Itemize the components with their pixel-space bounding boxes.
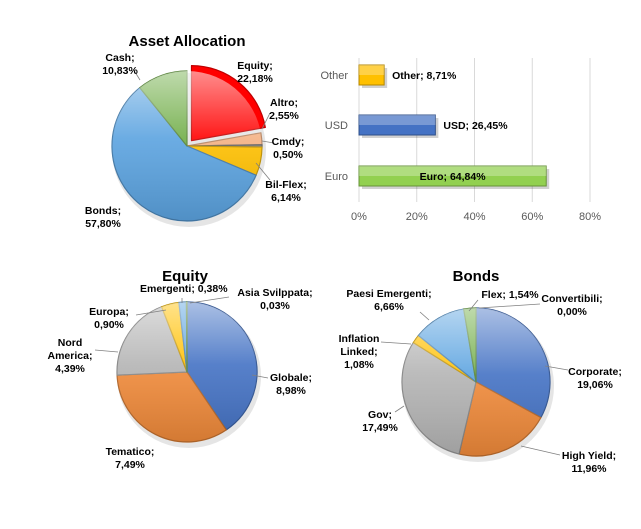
currency-bar-euro: [358, 165, 547, 187]
currency-x-tick-3: 60%: [521, 211, 543, 223]
bonds-slices: [401, 307, 554, 462]
currency-value-label-usd: USD; 26,45%: [443, 120, 508, 132]
currency-x-tick-0: 0%: [351, 211, 367, 223]
currency-bar-usd: [358, 114, 436, 136]
currency-category-other: Other: [320, 70, 348, 82]
equity-labels: Globale; 8,98% Tematico; 7,49% Nord America; 4…: [48, 283, 313, 471]
bonds-leader-inflation-linked: [380, 341, 412, 345]
bonds-leader-convertibili: [478, 303, 541, 309]
asset-allocation-labels: Equity; 22,18% Altro; 2,55% Cmdy; 0,50% Bil-Fl…: [85, 52, 307, 230]
currency-bar-gloss-usd: [359, 115, 436, 125]
currency-x-tick-1: 20%: [406, 211, 428, 223]
asset-allocation-title: Asset Allocation: [129, 33, 246, 50]
asset-allocation-label-bil-flex: Bil-Flex; 6,14%: [265, 179, 306, 204]
bonds-leader-flex: [468, 299, 479, 312]
currency-category-usd: USD: [325, 120, 348, 132]
asset-allocation-label-cmdy: Cmdy; 0,50%: [272, 136, 305, 161]
bonds-label-paesi-emergenti: Paesi Emergenti; 6,66%: [346, 288, 431, 313]
equity-leader-globale: [251, 374, 269, 379]
currency-bars: Other; 8,71% USD; 26,45% Euro; 64,84%: [358, 64, 550, 189]
bonds-leader-high-yield: [520, 445, 561, 456]
currency-value-label-other: Other; 8,71%: [392, 70, 457, 82]
equity-title: Equity: [162, 268, 208, 285]
asset-allocation-leader-bil-flex: [255, 162, 271, 181]
bonds-label-inflation-linked: Inflation Linked; 1,08%: [339, 333, 380, 371]
bonds-label-gov: Gov; 17,49%: [362, 409, 398, 434]
equity-leader-asia-svilppata: [189, 296, 230, 304]
currency-x-ticks: 0% 20% 40% 60% 80%: [351, 211, 601, 223]
bonds-labels: Convertibili; 0,00% Corporate; 19,06% High Y…: [339, 288, 622, 475]
asset-allocation-label-bonds: Bonds; 57,80%: [85, 205, 122, 230]
equity-label-globale: Globale; 8,98%: [270, 372, 312, 397]
currency-bar-other: [358, 64, 385, 86]
equity-leader-nord-america: [94, 349, 119, 353]
currency-category-euro: Euro: [325, 171, 348, 183]
asset-allocation-slices: [111, 65, 266, 227]
bonds-label-flex: Flex; 1,54%: [481, 289, 539, 301]
asset-allocation-leader-cash: [134, 71, 141, 81]
asset-allocation-leader-cmdy: [261, 140, 275, 144]
equity-label-europa: Europa; 0,90%: [89, 306, 129, 331]
bonds-title: Bonds: [453, 268, 500, 285]
bonds-leader-paesi-emergenti: [419, 311, 430, 321]
equity-slices: [116, 301, 261, 448]
bonds-label-corporate: Corporate; 19,06%: [568, 366, 622, 391]
equity-label-tematico: Tematico; 7,49%: [106, 446, 155, 471]
asset-allocation-leader-altro: [261, 112, 271, 130]
asset-allocation-label-equity: Equity; 22,18%: [237, 60, 273, 85]
equity-label-asia-svilppata: Asia Svilppata; 0,03%: [237, 287, 312, 312]
currency-x-tick-2: 40%: [463, 211, 485, 223]
equity-label-nord-america: Nord America; 4,39%: [48, 337, 93, 375]
currency-value-label-euro: Euro; 64,84%: [420, 171, 487, 183]
equity-label-emergenti: Emergenti; 0,38%: [140, 283, 228, 295]
equity-leader-europa: [135, 309, 167, 316]
currency-x-tick-4: 80%: [579, 211, 601, 223]
bonds-label-high-yield: High Yield; 11,96%: [562, 450, 616, 475]
currency-bar-gloss-other: [359, 65, 385, 75]
asset-allocation-label-cash: Cash; 10,83%: [102, 52, 138, 77]
equity-slice-asia-svilppata: [185, 301, 188, 373]
currency-bar-gloss-euro: [359, 166, 547, 176]
bonds-leader-gov: [394, 405, 405, 413]
asset-allocation-chart: Asset Allocation Equity; 22,18% Altro; 2,55…: [85, 33, 307, 230]
bonds-chart: Bonds Convertibili; 0,00% Corporate; 19,06%…: [339, 268, 622, 475]
currency-categories: Other USD Euro: [320, 70, 348, 183]
currency-bar-chart: 0% 20% 40% 60% 80% Other USD Euro Other; 8,71%…: [320, 58, 601, 223]
equity-chart: Equity Globale; 8,98% Tematico; 7,49% Nord Am…: [48, 268, 313, 471]
bonds-label-convertibili: Convertibili; 0,00%: [541, 293, 602, 318]
asset-allocation-label-altro: Altro; 2,55%: [269, 97, 299, 122]
bonds-leader-corporate: [544, 365, 569, 371]
